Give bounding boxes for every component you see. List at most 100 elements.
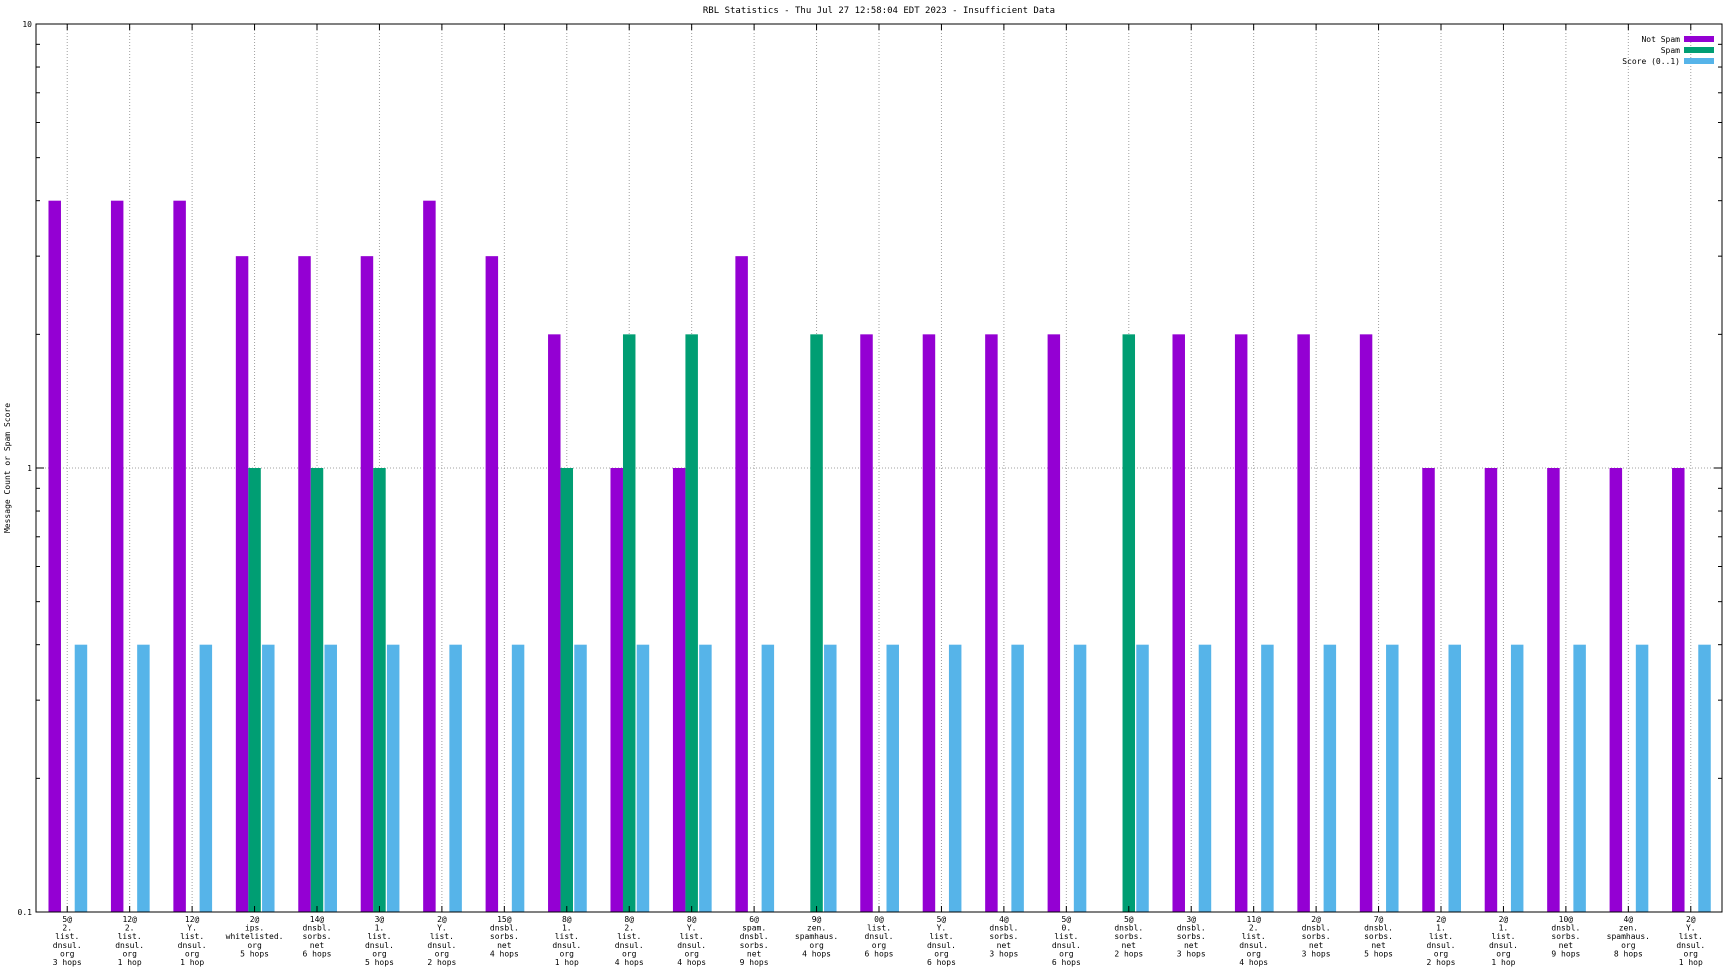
- bar-spam: [1122, 334, 1136, 913]
- x-category-label: 12@ Y. list. dnsul. org 1 hop: [178, 915, 207, 967]
- y-axis-label: Message Count or Spam Score: [3, 403, 12, 533]
- bar-score: [1448, 644, 1461, 912]
- x-category-label: 8@ Y. list. dnsul. org 4 hops: [677, 915, 706, 967]
- y-tick-label: 0.1: [18, 908, 33, 917]
- bar-score: [1698, 644, 1711, 912]
- bar-score: [824, 644, 837, 912]
- bar-score: [1261, 644, 1274, 912]
- bar-spam: [685, 334, 698, 913]
- bar-score: [1073, 644, 1087, 912]
- legend-label: Score (0..1): [1622, 57, 1680, 66]
- x-category-label: 2@ ips. whitelisted. org 5 hops: [226, 915, 284, 958]
- bar-score: [74, 644, 88, 912]
- x-category-label: 5@ dnsbl. sorbs. net 2 hops: [1114, 915, 1143, 958]
- x-category-label: 5@ 2. list. dnsul. org 3 hops: [53, 915, 82, 967]
- legend-label: Not Spam: [1641, 35, 1680, 44]
- bar-score: [1011, 644, 1024, 912]
- bar-not-spam: [1484, 468, 1498, 912]
- bar-score: [1136, 644, 1149, 912]
- bar-score: [1510, 644, 1524, 912]
- bar-score: [199, 644, 213, 912]
- legend-swatch: [1684, 47, 1714, 53]
- x-category-label: 3@ dnsbl. sorbs. net 3 hops: [1177, 915, 1206, 958]
- bar-not-spam: [548, 334, 561, 913]
- bar-not-spam: [110, 200, 124, 912]
- bar-score: [636, 644, 650, 912]
- bar-spam: [248, 468, 261, 912]
- legend-label: Spam: [1661, 46, 1680, 55]
- bar-score: [449, 644, 462, 912]
- x-category-label: 10@ dnsbl. sorbs. net 9 hops: [1551, 915, 1580, 958]
- bar-score: [324, 644, 337, 912]
- bar-not-spam: [485, 256, 499, 912]
- bar-not-spam: [672, 468, 686, 912]
- x-category-label: 6@ spam. dnsbl. sorbs. net 9 hops: [740, 915, 769, 967]
- bar-score: [699, 644, 712, 912]
- bar-score: [386, 644, 400, 912]
- legend-swatch: [1684, 58, 1714, 64]
- x-category-label: 7@ dnsbl. sorbs. net 5 hops: [1364, 915, 1393, 958]
- x-category-label: 2@ Y. list. dnsul. org 1 hop: [1676, 915, 1705, 967]
- x-category-label: 5@ 0. list. dnsul. org 6 hops: [1052, 915, 1081, 967]
- bars: [48, 200, 1711, 913]
- bar-not-spam: [1609, 468, 1623, 912]
- bar-not-spam: [922, 334, 936, 913]
- bar-not-spam: [48, 200, 61, 912]
- bar-score: [1573, 644, 1586, 912]
- bar-not-spam: [1172, 334, 1185, 913]
- bar-not-spam: [860, 334, 873, 913]
- legend-swatch: [1684, 36, 1714, 42]
- x-category-label: 4@ dnsbl. sorbs. net 3 hops: [989, 915, 1018, 958]
- bar-not-spam: [1422, 468, 1435, 912]
- bar-not-spam: [985, 334, 998, 913]
- x-category-label: 12@ 2. list. dnsul. org 1 hop: [115, 915, 144, 967]
- bar-spam: [373, 468, 386, 912]
- bar-score: [511, 644, 525, 912]
- x-category-label: 5@ Y. list. dnsul. org 6 hops: [927, 915, 956, 967]
- bar-not-spam: [1047, 334, 1061, 913]
- bar-not-spam: [298, 256, 311, 912]
- bar-score: [761, 644, 775, 912]
- bar-score: [1323, 644, 1337, 912]
- bar-not-spam: [1672, 468, 1685, 912]
- x-category-label: 15@ dnsbl. sorbs. net 4 hops: [490, 915, 519, 958]
- x-category-label: 8@ 1. list. dnsul. org 1 hop: [552, 915, 581, 967]
- x-category-label: 14@ dnsbl. sorbs. net 6 hops: [303, 915, 332, 958]
- y-tick-label: 1: [27, 464, 32, 473]
- y-tick-label: 10: [22, 20, 32, 29]
- x-category-label: 4@ zen. spamhaus. org 8 hops: [1607, 915, 1650, 958]
- bar-score: [886, 644, 899, 912]
- x-axis-category-labels: 5@ 2. list. dnsul. org 3 hops 12@ 2. list. dnsul.…: [53, 915, 1705, 967]
- bar-score: [574, 644, 587, 912]
- bar-not-spam: [1359, 334, 1373, 913]
- x-category-label: 0@ list. dnsul. org 6 hops: [865, 915, 894, 958]
- bar-not-spam: [1297, 334, 1310, 913]
- x-category-label: 3@ 1. list. dnsul. org 5 hops: [365, 915, 394, 967]
- bar-score: [1635, 644, 1649, 912]
- bar-not-spam: [173, 200, 186, 912]
- bar-score: [1386, 644, 1399, 912]
- bar-score: [262, 644, 275, 912]
- y-axis-ticks: 0.1 1 10: [18, 20, 1722, 917]
- grid-lines: [36, 24, 1722, 912]
- bar-spam: [560, 468, 574, 912]
- x-category-label: 2@ 1. list. dnsul. org 2 hops: [1427, 915, 1456, 967]
- x-category-label: 2@ 1. list. dnsul. org 1 hop: [1489, 915, 1518, 967]
- bar-not-spam: [360, 256, 374, 912]
- bar-spam: [622, 334, 636, 913]
- bar-not-spam: [1234, 334, 1248, 913]
- bar-spam: [310, 468, 324, 912]
- bar-not-spam: [610, 468, 623, 912]
- bar-score: [1198, 644, 1212, 912]
- chart-title: RBL Statistics - Thu Jul 27 12:58:04 EDT…: [703, 6, 1055, 16]
- x-category-label: 2@ Y. list. dnsul. org 2 hops: [427, 915, 456, 967]
- bar-spam: [810, 334, 823, 913]
- bar-not-spam: [735, 256, 748, 912]
- bar-not-spam: [235, 256, 249, 912]
- bar-not-spam: [1547, 468, 1560, 912]
- bar-not-spam: [423, 200, 436, 912]
- x-category-label: 2@ dnsbl. sorbs. net 3 hops: [1302, 915, 1331, 958]
- x-category-label: 9@ zen. spamhaus. org 4 hops: [795, 915, 838, 958]
- x-category-label: 8@ 2. list. dnsul. org 4 hops: [615, 915, 644, 967]
